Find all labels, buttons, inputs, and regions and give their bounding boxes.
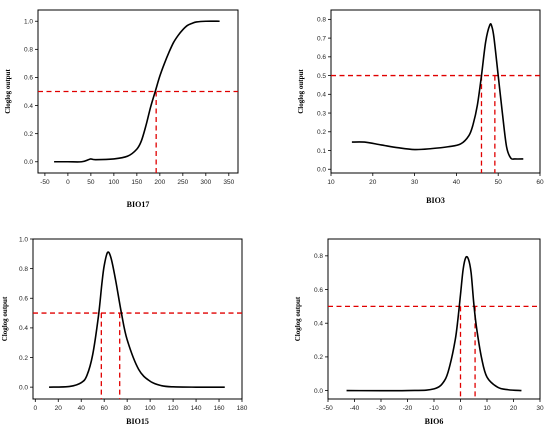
- x-tick-label: 30: [536, 405, 544, 412]
- chart-panel-2: 10 20 30 40 50 60 0.0 0.1 0.2 0.3 0.4 0.5 0.6 0.7 0.8 B…: [297, 9, 544, 205]
- x-tick-label: 100: [145, 405, 156, 412]
- y-tick-label: 0.3: [317, 110, 326, 117]
- response-curve: [54, 20, 220, 163]
- y-tick-label: 1.0: [19, 236, 28, 243]
- y-tick-label: 0.8: [314, 253, 323, 260]
- x-tick-label: -20: [403, 405, 413, 412]
- x-tick-label: 0: [459, 405, 463, 412]
- x-tick-label: -30: [376, 405, 386, 412]
- y-tick-label: 0.7: [317, 35, 326, 42]
- x-tick-label: -40: [350, 405, 360, 412]
- x-tick-label: -10: [429, 405, 439, 412]
- x-tick-label: 10: [483, 405, 491, 412]
- x-tick-label: 30: [411, 179, 419, 186]
- y-tick-label: 0.1: [317, 148, 326, 155]
- x-tick-label: 140: [191, 405, 202, 412]
- x-axis-label: BIO6: [425, 417, 444, 426]
- y-tick-label: 0.0: [19, 384, 28, 391]
- x-axis-label: BIO15: [126, 417, 149, 426]
- y-tick-label: 0.4: [317, 92, 326, 99]
- plot-frame: [327, 238, 541, 400]
- x-tick-label: 40: [78, 405, 86, 412]
- y-tick-label: 0.0: [24, 159, 33, 166]
- y-tick-label: 0.2: [24, 131, 33, 138]
- x-tick-label: 20: [55, 405, 63, 412]
- y-tick-label: 1.0: [24, 19, 33, 26]
- response-curve: [49, 251, 225, 388]
- y-tick-label: 0.6: [24, 75, 33, 82]
- x-axis-label: BIO17: [127, 200, 150, 209]
- x-tick-label: 0: [33, 405, 37, 412]
- plot-frame: [330, 9, 541, 174]
- y-tick-label: 0.4: [19, 325, 28, 332]
- x-tick-label: 20: [510, 405, 518, 412]
- y-tick-label: 0.2: [317, 129, 326, 136]
- y-tick-label: 0.5: [317, 73, 326, 80]
- y-tick-label: 0.2: [314, 354, 323, 361]
- chart-panel-1: -50 0 50 100 150 200 250 300 350 0.0 0.2 0.4 0.6 0.8 1…: [4, 9, 239, 209]
- chart-panel-4: -50 -40 -30 -20 -10 0 10 20 30 0.0 0.2 0.4 0.6 0.8 BIO…: [294, 238, 544, 426]
- y-tick-label: 0.0: [314, 388, 323, 395]
- x-tick-label: 150: [131, 179, 142, 186]
- y-axis-label: Cloglog output: [294, 296, 302, 341]
- y-tick-label: 0.0: [317, 167, 326, 174]
- y-tick-label: 0.4: [24, 103, 33, 110]
- y-tick-label: 0.6: [19, 296, 28, 303]
- y-tick-label: 0.4: [314, 321, 323, 328]
- x-tick-label: -50: [323, 405, 333, 412]
- x-tick-label: 80: [124, 405, 132, 412]
- x-tick-label: 180: [237, 405, 248, 412]
- x-tick-label: -50: [40, 179, 50, 186]
- y-tick-label: 0.6: [317, 54, 326, 61]
- y-axis-label: Cloglog output: [4, 69, 12, 114]
- x-tick-label: 160: [214, 405, 225, 412]
- response-curve: [351, 23, 524, 160]
- x-tick-label: 120: [168, 405, 179, 412]
- x-tick-label: 250: [177, 179, 188, 186]
- x-tick-label: 0: [66, 179, 70, 186]
- x-tick-label: 40: [453, 179, 461, 186]
- x-tick-label: 350: [223, 179, 234, 186]
- y-tick-label: 0.8: [317, 17, 326, 24]
- x-tick-label: 20: [369, 179, 377, 186]
- y-tick-label: 0.2: [19, 355, 28, 362]
- y-axis-label: Cloglog output: [297, 69, 305, 114]
- y-tick-label: 0.8: [19, 266, 28, 273]
- x-tick-label: 100: [108, 179, 119, 186]
- x-tick-label: 200: [154, 179, 165, 186]
- response-curve: [346, 255, 522, 392]
- x-axis-label: BIO3: [426, 196, 445, 205]
- chart-panel-3: 0 20 40 60 80 100 120 140 160 180 0.0 0.2 0.4 0.6 0.8 1…: [1, 236, 248, 426]
- x-tick-label: 60: [101, 405, 109, 412]
- y-tick-label: 0.8: [24, 47, 33, 54]
- x-tick-label: 50: [87, 179, 95, 186]
- y-tick-label: 0.6: [314, 287, 323, 294]
- x-tick-label: 10: [327, 179, 335, 186]
- x-tick-label: 300: [200, 179, 211, 186]
- y-axis-label: Cloglog output: [1, 296, 9, 341]
- x-tick-label: 50: [495, 179, 503, 186]
- x-tick-label: 60: [536, 179, 544, 186]
- plot-frame: [32, 238, 243, 400]
